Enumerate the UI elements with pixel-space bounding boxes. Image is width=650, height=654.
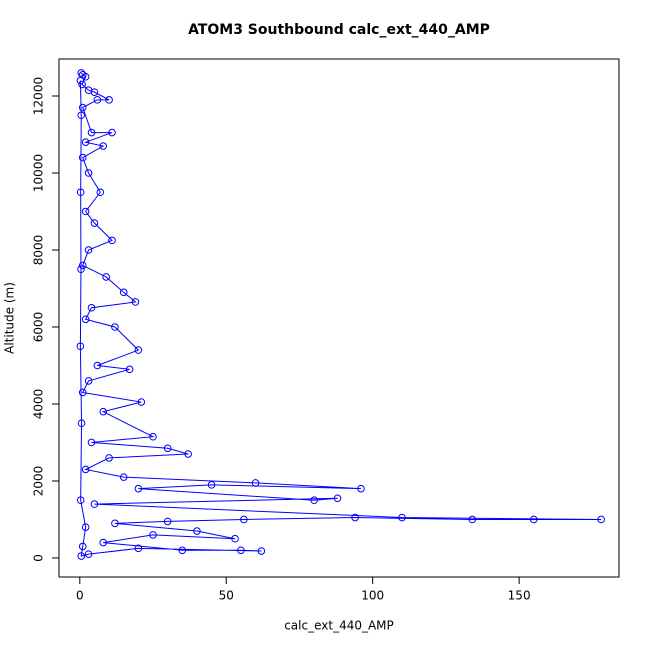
point (163, 444, 172, 453)
x-tick-label: 0 (76, 589, 84, 603)
y-tick-label: 6000 (32, 312, 46, 343)
point (77, 69, 86, 77)
point (99, 142, 108, 150)
point (81, 315, 90, 324)
point (184, 450, 192, 458)
point (137, 398, 146, 406)
point (77, 265, 85, 274)
point (77, 111, 86, 120)
point (90, 219, 99, 227)
point (77, 419, 86, 428)
point (257, 547, 266, 555)
point (251, 479, 260, 487)
point (87, 438, 96, 447)
point (231, 534, 239, 543)
point (163, 517, 172, 526)
y-tick-label: 0 (32, 554, 46, 562)
point (333, 494, 342, 503)
point (149, 432, 157, 441)
point (149, 531, 157, 539)
point (108, 236, 116, 245)
point (134, 484, 143, 493)
y-tick-label: 8000 (32, 235, 46, 266)
y-tick-label: 4000 (32, 389, 46, 420)
point (597, 515, 605, 524)
point (76, 188, 85, 197)
point (81, 523, 90, 531)
plot-frame (58, 58, 620, 578)
point (134, 544, 143, 553)
y-tick-label: 12000 (32, 77, 46, 115)
point (125, 365, 134, 374)
point (78, 542, 87, 551)
point (76, 496, 85, 505)
point (207, 481, 216, 489)
point (81, 465, 90, 474)
point (240, 515, 248, 524)
point (119, 473, 128, 481)
point (102, 273, 110, 281)
point (84, 377, 93, 385)
point (99, 538, 108, 547)
x-tick-label: 150 (508, 589, 531, 603)
point (357, 484, 365, 493)
y-tick-label: 2000 (32, 466, 46, 497)
x-axis-label: calc_ext_440_AMP (284, 619, 394, 633)
point (78, 153, 87, 162)
point (78, 261, 87, 270)
x-tick-label: 50 (219, 589, 234, 603)
y-tick-label: 10000 (32, 154, 46, 192)
point (87, 303, 96, 312)
point (111, 519, 119, 528)
point (131, 298, 140, 306)
point (93, 361, 102, 370)
point (178, 546, 187, 555)
point (90, 88, 99, 96)
point (237, 546, 245, 555)
point (111, 323, 119, 331)
point (78, 103, 87, 112)
point (105, 96, 113, 104)
point (134, 346, 143, 354)
x-tick-label: 100 (361, 589, 384, 603)
point (398, 513, 406, 522)
point (93, 96, 102, 104)
point (193, 527, 201, 535)
chart-title: ATOM3 Southbound calc_ext_440_AMP (188, 22, 490, 38)
point (90, 500, 99, 508)
point (78, 388, 87, 397)
point (108, 128, 116, 137)
point (84, 169, 93, 177)
point (96, 188, 105, 197)
point (76, 76, 85, 85)
point (81, 72, 90, 81)
point (77, 552, 86, 560)
point (351, 513, 359, 522)
series-line (79, 72, 602, 557)
point (81, 207, 90, 216)
point (84, 246, 93, 254)
point (81, 138, 90, 146)
point (76, 342, 85, 351)
y-axis-label: Altitude (m) (3, 282, 17, 354)
point (105, 454, 113, 462)
point (310, 496, 318, 505)
point (468, 515, 477, 524)
point (529, 515, 538, 524)
point (84, 550, 93, 558)
point (119, 288, 128, 297)
point (87, 128, 96, 137)
point (78, 80, 86, 89)
point (99, 407, 108, 416)
